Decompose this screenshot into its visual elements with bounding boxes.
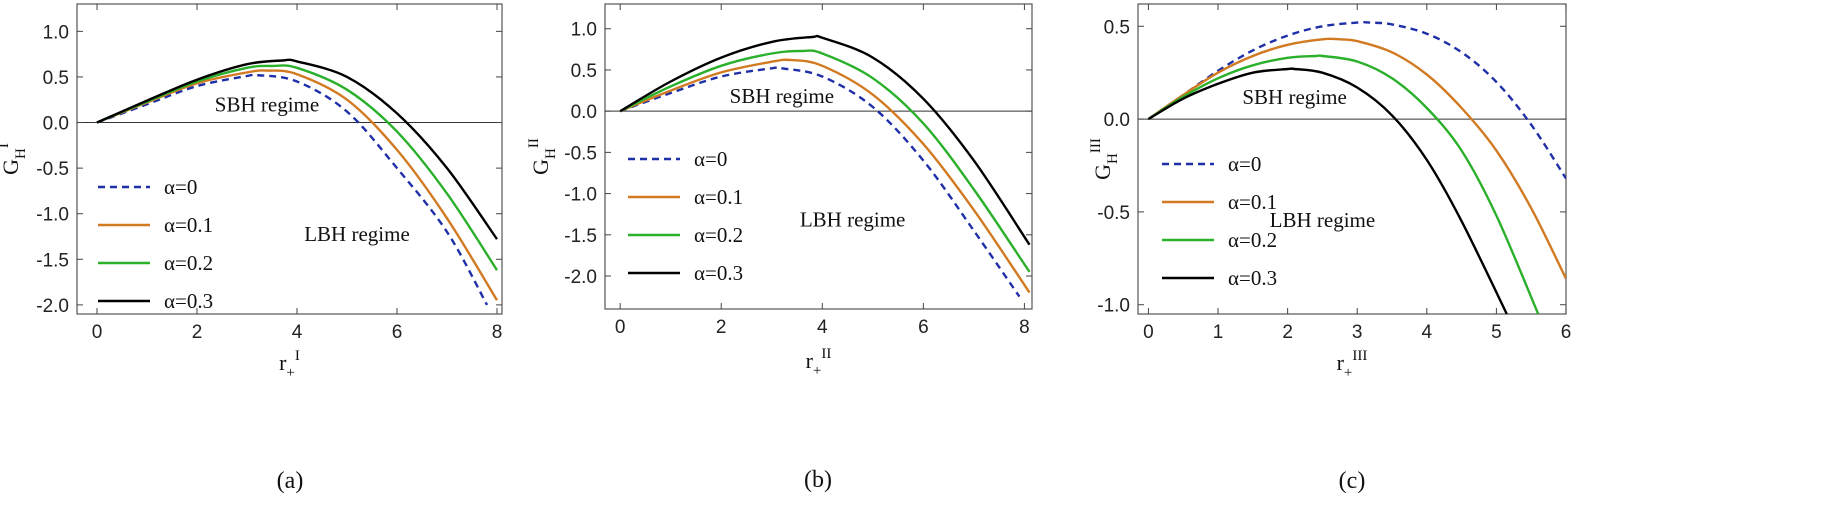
y-tick-label: 0.5 (1104, 17, 1130, 38)
y-tick-label: 0.0 (571, 102, 597, 123)
legend-label-3: α=0.3 (694, 261, 743, 285)
x-tick-label: 3 (1352, 322, 1363, 343)
y-tick-label: 0.5 (43, 68, 69, 89)
legend-label-3: α=0.3 (1228, 266, 1277, 290)
y-tick-label: 0.0 (43, 114, 69, 135)
x-tick-label: 4 (1422, 322, 1433, 343)
legend-label-0: α=0 (694, 147, 727, 171)
series-line-3 (619, 34, 1031, 246)
legend-label-1: α=0.1 (694, 185, 743, 209)
panel-caption: (c) (1339, 468, 1366, 494)
y-tick-label: -0.5 (36, 159, 69, 180)
plot-frame (1137, 3, 1567, 315)
panel-a: 0 2 4 6 8-2.0-1.5-1.0-0.50.00.51.0α=0α=0.1α=… (0, 3, 503, 494)
x-tick-label: 4 (292, 322, 303, 343)
series-line-2 (1147, 54, 1540, 314)
y-tick-label: -0.5 (564, 143, 597, 164)
legend-label-2: α=0.2 (164, 251, 213, 275)
x-tick-label: 2 (716, 317, 727, 338)
legend-label-2: α=0.2 (1228, 228, 1277, 252)
series-group (1147, 21, 1566, 314)
y-tick-label: 0.0 (1104, 110, 1130, 131)
regime-annotation: LBH regime (304, 222, 410, 246)
y-tick-label: -1.0 (1097, 296, 1130, 317)
legend: α=0 α=0.1 α=0.2 α=0.3 (98, 175, 213, 313)
x-tick-label: 2 (192, 322, 203, 343)
y-axis-label: GHII (526, 138, 559, 175)
series-line-0 (619, 66, 1021, 298)
panel-caption: (a) (277, 468, 304, 494)
legend: α=0 α=0.1 α=0.2 α=0.3 (628, 147, 743, 285)
x-tick-label: 8 (1019, 317, 1030, 338)
x-tick-label: 5 (1491, 322, 1502, 343)
x-axis-label: r+II (806, 346, 832, 379)
series-line-2 (619, 49, 1031, 273)
x-tick-label: 0 (92, 322, 103, 343)
series-line-3 (96, 58, 498, 240)
legend-label-0: α=0 (164, 175, 197, 199)
legend-label-0: α=0 (1228, 152, 1261, 176)
regime-annotation: SBH regime (215, 93, 319, 117)
legend-label-1: α=0.1 (1228, 190, 1277, 214)
x-axis-label: r+III (1337, 348, 1368, 381)
panel-c: 0 1 2 3 4 5 6 -1.0 -0.5 0.0 0.5 α=0 α=0.1 α=0.2 α=0.3 S… (1088, 3, 1572, 494)
plot-frame (76, 3, 503, 315)
y-tick-label: -2.0 (564, 267, 597, 288)
legend-label-3: α=0.3 (164, 289, 213, 313)
series-line-3 (1147, 67, 1508, 314)
x-tick-label: 0 (1143, 322, 1154, 343)
x-tick-label: 6 (392, 322, 403, 343)
regime-annotation: LBH regime (1270, 208, 1376, 232)
y-axis-label: GHI (0, 143, 29, 175)
y-tick-label: 1.0 (571, 20, 597, 41)
regime-annotation: LBH regime (800, 208, 906, 232)
legend: α=0 α=0.1 α=0.2 α=0.3 (1162, 152, 1277, 290)
series-line-1 (619, 58, 1031, 294)
x-tick-label: 6 (918, 317, 929, 338)
panel-b: 0 2 4 6 8-2.0-1.5-1.0-0.50.00.51.0α=0α=0.1α=… (526, 3, 1033, 493)
y-tick-label: -1.0 (564, 185, 597, 206)
y-tick-label: 0.5 (571, 61, 597, 82)
series-line-0 (1147, 21, 1566, 180)
x-axis-label: r+I (279, 348, 300, 381)
plot-frame (604, 3, 1033, 310)
x-tick-label: 4 (817, 317, 828, 338)
series-group (96, 58, 499, 306)
y-tick-label: 1.0 (43, 22, 69, 43)
series-line-2 (96, 64, 499, 271)
regime-annotation: SBH regime (730, 84, 834, 108)
y-tick-label: -1.0 (36, 205, 69, 226)
series-line-0 (96, 73, 489, 306)
y-tick-label: -1.5 (564, 226, 597, 247)
series-line-1 (1147, 37, 1566, 280)
y-tick-label: -0.5 (1097, 203, 1130, 224)
x-tick-label: 0 (615, 317, 626, 338)
regime-annotation: SBH regime (1242, 85, 1346, 109)
legend-label-2: α=0.2 (694, 223, 743, 247)
x-tick-label: 8 (492, 322, 503, 343)
y-axis-label: GHIII (1088, 138, 1121, 180)
series-group (619, 34, 1031, 298)
y-tick-label: -2.0 (36, 296, 69, 317)
x-tick-label: 6 (1561, 322, 1572, 343)
panel-caption: (b) (804, 467, 832, 493)
y-tick-label: -1.5 (36, 250, 69, 271)
legend-label-1: α=0.1 (164, 213, 213, 237)
x-tick-label: 2 (1282, 322, 1293, 343)
x-tick-label: 1 (1213, 322, 1224, 343)
